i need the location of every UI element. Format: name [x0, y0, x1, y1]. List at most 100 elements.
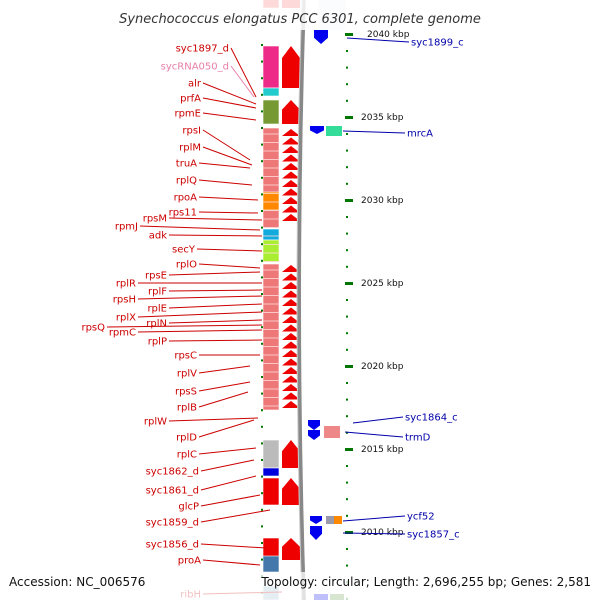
gene-label[interactable]: rplB — [177, 403, 197, 414]
tick-mark — [261, 93, 263, 96]
tick-mark — [346, 133, 348, 135]
gene-label[interactable]: syc1862_d — [146, 467, 199, 478]
gene-label[interactable]: rplF — [148, 287, 167, 298]
tick-mark — [261, 77, 263, 80]
scale-tick — [345, 531, 353, 534]
scale-label: 2010 kbp — [361, 528, 404, 538]
gene-label[interactable]: rplO — [176, 260, 197, 271]
leader-line — [342, 532, 406, 535]
leader-line — [198, 196, 259, 201]
leader-line — [230, 65, 255, 98]
gene-label[interactable]: rplD — [176, 433, 197, 444]
tick-mark — [346, 232, 348, 235]
leader-line — [200, 543, 267, 549]
gene-label[interactable]: ycf52 — [407, 512, 435, 523]
gene-arrow — [282, 358, 300, 366]
gene-label[interactable]: rpsI — [182, 126, 201, 137]
gene-label[interactable]: glcP — [178, 502, 199, 513]
gene-label[interactable]: prfA — [180, 94, 201, 105]
leader-line — [198, 211, 259, 214]
gene-label[interactable]: rplC — [177, 450, 197, 461]
leader-line — [137, 295, 263, 300]
gene-segment — [262, 228, 280, 241]
gene-segment — [262, 99, 280, 125]
leader-line — [198, 179, 253, 186]
gene-label[interactable]: rpsS — [175, 387, 197, 398]
gene-label[interactable]: syc1897_d — [176, 44, 229, 55]
gene-label[interactable]: rpsE — [145, 271, 167, 282]
gene-segment — [262, 191, 280, 211]
gene-label[interactable]: trmD — [405, 433, 431, 444]
gene-label[interactable]: rplP — [148, 337, 167, 348]
tick-mark — [346, 249, 348, 252]
tick-mark — [261, 508, 263, 511]
gene-label[interactable]: syc1859_d — [146, 518, 199, 529]
gene-label[interactable]: rplR — [116, 279, 136, 290]
gene-label[interactable]: rpmJ — [115, 222, 138, 233]
tick-mark — [346, 299, 348, 301]
topology-text: Topology: circular; Length: 2,696,255 bp… — [260, 575, 591, 589]
gene-segment — [326, 516, 334, 524]
gene-label[interactable]: rplN — [146, 319, 167, 330]
gene-label[interactable]: secY — [172, 245, 196, 256]
gene-arrow — [282, 154, 300, 162]
leader-line — [198, 391, 249, 408]
tick-mark — [346, 149, 348, 152]
tick-mark — [346, 50, 348, 52]
scale-tick — [345, 116, 353, 119]
gene-label[interactable]: syc1857_c — [407, 530, 460, 541]
gene-label[interactable]: rps11 — [169, 208, 197, 219]
gene-label[interactable]: rpmC — [109, 328, 136, 339]
gene-label[interactable]: syc1856_d — [146, 540, 199, 551]
gene-label[interactable]: rpsQ — [81, 323, 105, 334]
leader-line — [137, 311, 263, 318]
gene-segment — [326, 126, 342, 136]
tick-mark — [346, 398, 348, 401]
tick-mark — [261, 60, 263, 63]
scale-label: 2015 kbp — [361, 445, 404, 455]
gene-segment — [262, 87, 280, 97]
gene-label[interactable]: rpoA — [174, 193, 198, 204]
leader-line — [200, 494, 261, 507]
leader-line — [198, 447, 257, 455]
gene-arrow — [282, 188, 300, 196]
gene-label[interactable]: rplW — [144, 417, 167, 428]
gene-label[interactable]: rpmE — [174, 109, 201, 120]
gene-label[interactable]: sycRNA050_d — [161, 62, 229, 73]
gene-label[interactable]: syc1899_c — [411, 38, 464, 49]
gene-label[interactable]: rplE — [147, 304, 167, 315]
leader-line — [230, 47, 257, 98]
map-title: Synechococcus elongatus PCC 6301, comple… — [119, 12, 481, 27]
tick-mark — [261, 110, 263, 113]
gene-arrow — [282, 299, 300, 306]
gene-label[interactable]: rplQ — [176, 176, 197, 187]
tick-mark — [261, 293, 263, 295]
gene-label[interactable]: syc1864_c — [405, 413, 458, 424]
gene-label[interactable]: rpsH — [113, 295, 136, 306]
gene-arrow — [282, 324, 300, 332]
gene-label[interactable]: rplM — [179, 143, 201, 154]
gene-segment — [262, 477, 280, 506]
gene-arrow — [282, 538, 300, 560]
gene-label[interactable]: rplX — [116, 313, 136, 324]
gene-label[interactable]: rpsM — [143, 214, 167, 225]
gene-label[interactable]: syc1861_d — [146, 486, 199, 497]
tick-mark — [261, 376, 263, 378]
gene-label[interactable]: alr — [188, 79, 202, 90]
gene-label[interactable]: rplV — [177, 369, 197, 380]
gene-label[interactable]: truA — [176, 159, 197, 170]
scale-tick — [345, 199, 353, 202]
gene-arrow — [282, 146, 300, 153]
gene-label[interactable]: adk — [149, 231, 167, 242]
gene-arrow — [308, 420, 320, 430]
gene-label[interactable]: rpsC — [174, 351, 197, 362]
gene-label[interactable]: mrcA — [407, 129, 433, 140]
gene-arrow — [282, 46, 300, 88]
leader-line — [342, 515, 406, 522]
gene-arrow — [282, 205, 300, 213]
tick-mark — [261, 276, 263, 279]
gene-label[interactable]: proA — [178, 556, 201, 567]
tick-mark — [261, 342, 263, 345]
